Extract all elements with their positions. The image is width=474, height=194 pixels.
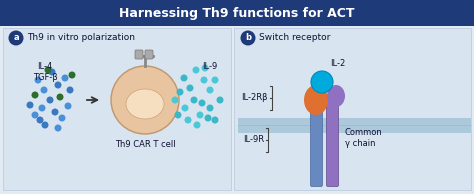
Text: IL-2: IL-2: [330, 59, 345, 68]
Circle shape: [184, 117, 191, 124]
Circle shape: [207, 105, 213, 112]
Circle shape: [311, 71, 333, 93]
FancyBboxPatch shape: [310, 99, 322, 186]
Circle shape: [55, 81, 62, 88]
Circle shape: [38, 105, 46, 112]
Circle shape: [176, 88, 183, 95]
Circle shape: [46, 96, 54, 104]
FancyBboxPatch shape: [0, 0, 474, 26]
Text: Common
γ chain: Common γ chain: [345, 128, 383, 148]
Ellipse shape: [126, 89, 164, 119]
Circle shape: [207, 87, 213, 94]
Circle shape: [52, 108, 58, 115]
Circle shape: [42, 121, 48, 128]
Circle shape: [45, 67, 52, 74]
Circle shape: [172, 96, 179, 104]
FancyBboxPatch shape: [234, 28, 471, 190]
Circle shape: [31, 112, 38, 119]
Circle shape: [211, 76, 219, 83]
Circle shape: [64, 102, 72, 109]
Text: Th9 in vitro polarization: Th9 in vitro polarization: [27, 34, 135, 42]
Circle shape: [55, 125, 62, 132]
FancyBboxPatch shape: [238, 125, 471, 133]
Circle shape: [69, 72, 75, 79]
Circle shape: [192, 67, 200, 74]
Circle shape: [174, 112, 182, 119]
Circle shape: [217, 96, 224, 104]
Text: IL-2Rβ: IL-2Rβ: [241, 94, 268, 102]
Text: Harnessing Th9 functions for ACT: Harnessing Th9 functions for ACT: [119, 7, 355, 20]
Circle shape: [181, 74, 188, 81]
FancyBboxPatch shape: [135, 50, 143, 59]
Circle shape: [182, 105, 189, 112]
Circle shape: [240, 30, 255, 46]
Text: b: b: [245, 34, 251, 42]
Ellipse shape: [304, 85, 328, 115]
Circle shape: [201, 76, 208, 83]
Circle shape: [27, 101, 34, 108]
Circle shape: [204, 114, 211, 121]
Circle shape: [197, 112, 203, 119]
Circle shape: [31, 92, 38, 99]
Circle shape: [35, 76, 42, 83]
Circle shape: [40, 87, 47, 94]
Circle shape: [56, 94, 64, 100]
Circle shape: [66, 87, 73, 94]
FancyBboxPatch shape: [238, 118, 471, 126]
FancyBboxPatch shape: [327, 99, 338, 186]
Text: Switch receptor: Switch receptor: [259, 34, 330, 42]
Text: IL-9: IL-9: [202, 62, 218, 71]
Circle shape: [48, 68, 55, 75]
FancyBboxPatch shape: [145, 50, 153, 59]
Text: IL-9R: IL-9R: [243, 135, 264, 145]
Circle shape: [58, 114, 65, 121]
Text: a: a: [13, 34, 19, 42]
Circle shape: [9, 30, 24, 46]
Circle shape: [186, 85, 193, 92]
Ellipse shape: [327, 85, 345, 107]
Circle shape: [62, 74, 69, 81]
Circle shape: [199, 100, 206, 107]
Circle shape: [111, 66, 179, 134]
Circle shape: [36, 117, 44, 124]
Circle shape: [211, 117, 219, 124]
Circle shape: [191, 96, 198, 104]
Text: Th9 CAR T cell: Th9 CAR T cell: [115, 140, 175, 149]
Circle shape: [193, 121, 201, 128]
Circle shape: [201, 64, 209, 72]
FancyBboxPatch shape: [3, 28, 231, 190]
Text: IL-4
TGF-β: IL-4 TGF-β: [33, 62, 57, 82]
